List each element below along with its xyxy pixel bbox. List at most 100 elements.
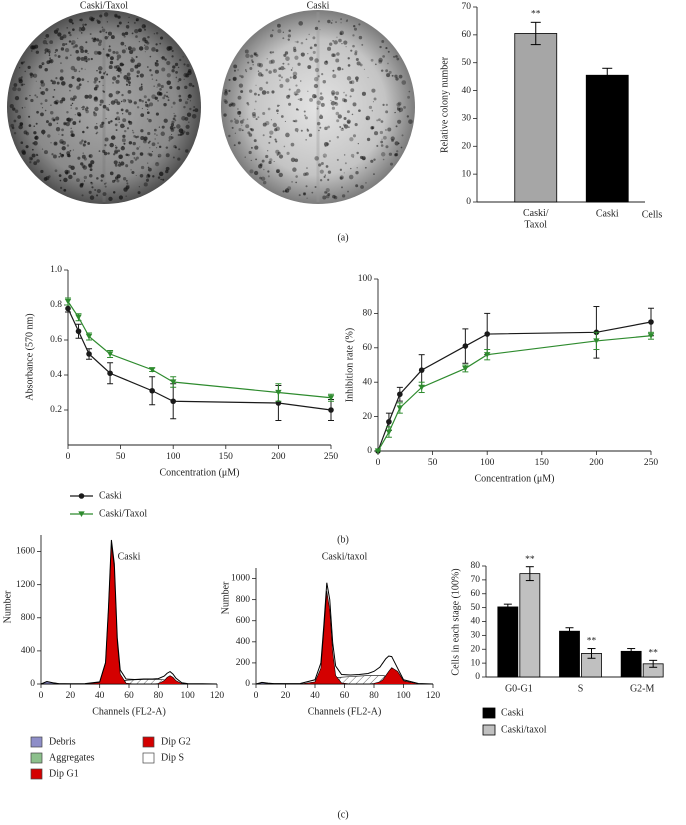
colony-spot (59, 99, 63, 104)
colony-spot (142, 139, 147, 144)
colony-spot (284, 68, 286, 70)
colony-spot (121, 113, 124, 115)
colony-spot (127, 89, 132, 94)
point (374, 448, 382, 454)
colony-spot (69, 89, 71, 92)
colony-spot (59, 152, 62, 155)
colony-spot (80, 56, 85, 61)
colony-spot (173, 126, 176, 129)
colony-spot (140, 85, 143, 88)
colony-spot (48, 54, 51, 57)
colony-spot (71, 42, 74, 46)
colony-spot (314, 58, 319, 63)
colony-spot (184, 101, 189, 105)
colony-spot (272, 51, 275, 54)
colony-spot (289, 76, 292, 79)
colony-spot (114, 117, 118, 121)
colony-spot (83, 175, 88, 180)
panel-label: (c) (337, 809, 348, 820)
colony-spot (30, 73, 35, 78)
colony-spot (63, 122, 67, 125)
colony-spot (278, 172, 283, 178)
colony-spot (178, 128, 184, 133)
point (462, 365, 469, 372)
colony-spot (341, 68, 344, 71)
x-tick-label: 100 (396, 691, 411, 701)
colony-spot (93, 80, 97, 84)
colony-spot (185, 149, 189, 153)
colony-spot (61, 97, 66, 102)
colony-spot (336, 119, 340, 123)
colony-spot (146, 111, 150, 115)
colony-spot (160, 131, 165, 136)
colony-spot (387, 62, 389, 65)
colony-spot (347, 57, 350, 60)
colony-spot (53, 141, 58, 146)
colony-spot (385, 145, 389, 149)
colony-spot (224, 89, 228, 93)
colony-spot (292, 119, 295, 123)
colony-spot (147, 108, 149, 111)
colony-spot (174, 62, 179, 67)
colony-spot (125, 83, 129, 86)
colony-spot (330, 90, 336, 95)
colony-spot (80, 162, 84, 166)
y-tick-label: 30 (462, 114, 472, 124)
significance-label: ** (531, 10, 541, 20)
colony-spot (135, 175, 137, 177)
colony-spot (259, 176, 262, 180)
colony-spot (327, 46, 332, 51)
colony-spot (343, 154, 346, 156)
colony-spot (147, 141, 150, 144)
colony-spot (10, 123, 15, 128)
colony-spot (144, 51, 146, 53)
colony-spot (169, 86, 173, 90)
x-axis-label: Concentration (μM) (159, 467, 239, 478)
colony-spot (278, 74, 282, 78)
colony-spot (131, 151, 136, 156)
colony-spot (245, 124, 250, 129)
colony-spot (42, 39, 48, 45)
colony-spot (231, 102, 236, 107)
colony-spot (114, 13, 118, 18)
colony-spot (127, 27, 129, 29)
colony-spot (48, 59, 52, 63)
colony-spot (115, 79, 120, 84)
colony-spot (269, 51, 273, 54)
point (418, 367, 425, 373)
x-tick-label: 50 (116, 452, 126, 462)
colony-spot (323, 141, 329, 147)
colony-spot (132, 141, 136, 146)
y-axis-label: Number (220, 581, 231, 614)
colony-spot (343, 92, 345, 94)
colony-spot (179, 58, 182, 62)
colony-spot (176, 124, 181, 129)
colony-spot (181, 129, 184, 132)
colony-spot (116, 54, 122, 59)
colony-spot (13, 119, 17, 123)
colony-spot (98, 66, 103, 71)
colony-spot (254, 145, 259, 150)
colony-spot (30, 98, 34, 103)
y-tick-label: 1.0 (50, 265, 62, 275)
colony-spot (36, 96, 39, 99)
colony-spot (153, 85, 155, 87)
point (78, 511, 85, 517)
colony-spot (346, 110, 350, 114)
colony-spot (269, 135, 272, 138)
colony-spot (380, 144, 384, 147)
colony-spot (282, 37, 285, 40)
colony-spot (74, 114, 76, 116)
colony-spot (336, 136, 340, 139)
colony-spot (88, 174, 93, 178)
colony-spot (72, 121, 77, 125)
colony-spot (341, 194, 346, 198)
colony-spot (113, 179, 116, 182)
colony-spot (182, 130, 186, 134)
colony-spot (304, 116, 308, 120)
colony-spot (81, 107, 83, 109)
colony-spot (257, 70, 260, 72)
colony-spot (84, 107, 88, 111)
colony-spot (83, 55, 88, 60)
colony-spot (269, 158, 273, 162)
